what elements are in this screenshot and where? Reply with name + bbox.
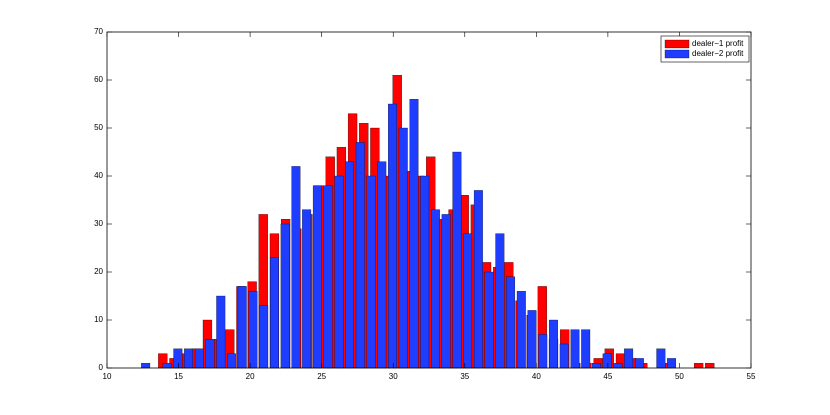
bar — [705, 363, 715, 369]
x-tick-label: 35 — [460, 372, 469, 381]
bar — [162, 363, 172, 369]
legend-swatch — [664, 49, 690, 59]
y-tick-label: 70 — [94, 27, 103, 36]
bar — [302, 209, 312, 369]
bar — [248, 291, 258, 369]
bar — [581, 329, 591, 369]
bar — [527, 310, 537, 369]
bar — [355, 142, 365, 369]
bar — [173, 348, 183, 369]
bar — [463, 233, 473, 369]
bar — [345, 161, 355, 369]
bar — [420, 175, 430, 369]
bar — [656, 348, 666, 369]
bar — [259, 305, 269, 369]
bar — [280, 223, 290, 369]
x-tick-label: 40 — [532, 372, 541, 381]
bar — [516, 291, 526, 369]
bar — [377, 161, 387, 369]
bar — [388, 103, 397, 369]
bar — [591, 363, 601, 369]
bar — [452, 151, 462, 369]
bar — [334, 175, 344, 369]
bar — [549, 319, 558, 369]
x-tick-label: 45 — [603, 372, 612, 381]
bar — [291, 166, 301, 369]
x-tick-label: 10 — [103, 372, 112, 381]
y-tick-label: 50 — [94, 123, 103, 132]
legend-label: dealer−1 profit — [692, 39, 744, 48]
bar — [473, 190, 483, 369]
x-tick-label: 20 — [246, 372, 255, 381]
bar — [184, 348, 194, 369]
bar — [613, 363, 623, 369]
bar — [430, 209, 440, 369]
bar — [269, 257, 279, 369]
bar — [495, 233, 505, 369]
bar — [624, 348, 634, 369]
bar — [312, 185, 322, 369]
bar — [194, 348, 204, 369]
bar — [409, 99, 419, 369]
bar — [227, 353, 236, 369]
bar — [634, 358, 644, 369]
y-tick-label: 0 — [99, 363, 104, 372]
bar — [323, 185, 333, 369]
bar — [602, 353, 612, 369]
bar — [441, 214, 451, 369]
bar — [570, 329, 580, 369]
x-tick-label: 50 — [675, 372, 684, 381]
x-tick-label: 55 — [747, 372, 756, 381]
bar — [216, 295, 226, 369]
y-tick-label: 60 — [94, 75, 103, 84]
x-tick-label: 30 — [389, 372, 398, 381]
bar — [141, 363, 151, 369]
bar — [694, 363, 704, 369]
bar — [237, 286, 247, 369]
y-tick-label: 10 — [94, 315, 103, 324]
legend-swatch — [664, 39, 690, 49]
bar — [559, 343, 569, 369]
x-tick-label: 15 — [174, 372, 183, 381]
bar — [538, 334, 548, 369]
y-tick-label: 40 — [94, 171, 103, 180]
y-tick-label: 30 — [94, 219, 103, 228]
bar — [205, 339, 215, 369]
bar — [484, 271, 494, 369]
bar — [667, 358, 677, 369]
legend-label: dealer−2 profit — [692, 49, 744, 58]
axes-box — [106, 31, 752, 369]
bar — [506, 276, 516, 369]
bar — [366, 175, 376, 369]
x-tick-label: 25 — [317, 372, 326, 381]
y-tick-label: 20 — [94, 267, 103, 276]
bar — [398, 127, 408, 369]
